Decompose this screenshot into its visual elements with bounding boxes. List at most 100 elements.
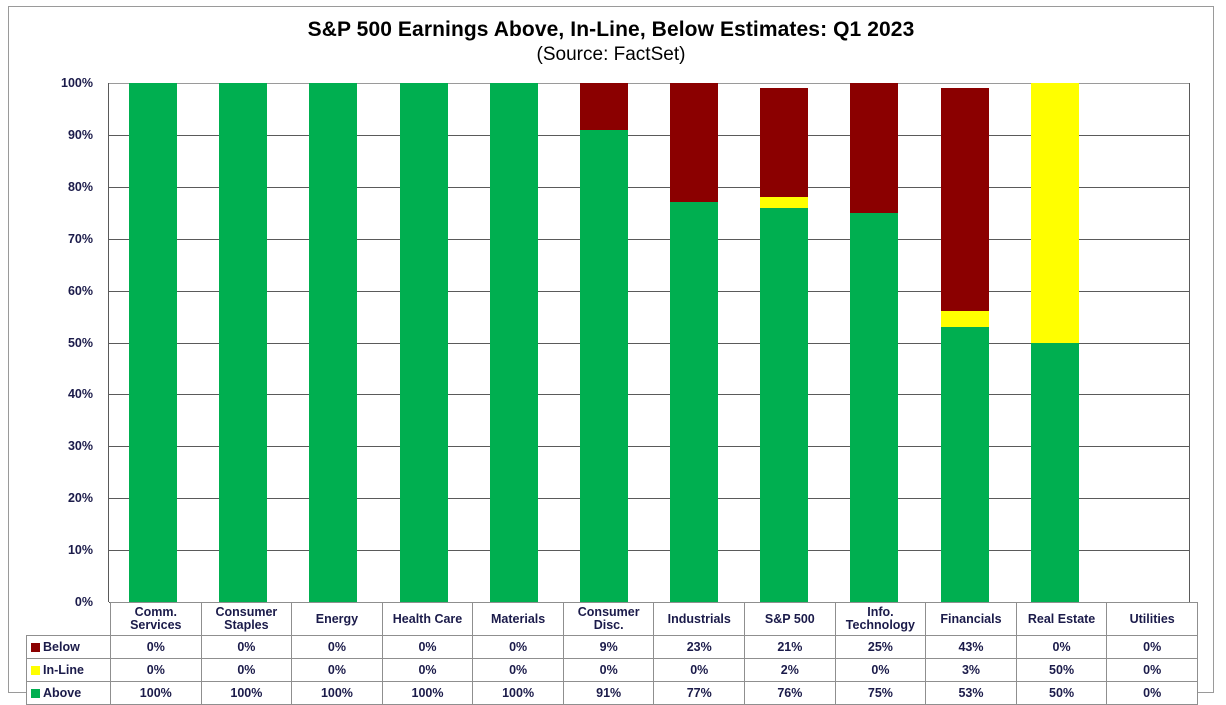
y-tick-label: 0%: [74, 595, 93, 609]
table-header-row: Comm. Services Consumer Staples Energy Health…: [27, 602, 1198, 636]
table-cell: 0%: [1106, 658, 1198, 682]
table-row: Above 100% 100% 100% 100% 100% 91% 77% 76% 75% 53%…: [26, 681, 1198, 705]
bar-segment-above: [579, 129, 628, 602]
bar-segment-below: [940, 88, 989, 312]
legend-label: In-Line: [43, 662, 84, 677]
table-column-header: Comm. Services: [110, 602, 202, 636]
legend-row-below: Below: [26, 635, 111, 659]
y-tick-label: 20%: [67, 491, 93, 506]
table-column-header: Materials: [472, 602, 564, 636]
bar-segment-above: [399, 83, 448, 602]
gridline-20%: [109, 498, 1189, 500]
table-column-header: Utilities: [1106, 602, 1198, 636]
table-column-header: Consumer Staples: [200, 602, 293, 636]
title-block: S&P 500 Earnings Above, In-Line, Below E…: [9, 17, 1213, 67]
bar-column: [219, 83, 268, 602]
bar-segment-above: [940, 326, 989, 602]
table-row: Below 0% 0% 0% 0% 0% 9% 23% 21% 25% 43% 0% 0%: [26, 635, 1198, 659]
table-row: In-Line 0% 0% 0% 0% 0% 0% 0% 2% 0% 3% 50% 0%: [26, 658, 1198, 682]
table-cell: 77%: [653, 681, 746, 705]
table-cell: 0%: [653, 658, 746, 682]
table-cell: 0%: [200, 658, 293, 682]
table-column-header: Health Care: [381, 602, 474, 636]
bar-stack: [309, 83, 358, 602]
y-tick-label: 10%: [67, 543, 93, 558]
bar-stack: [940, 88, 989, 602]
table-cell: 0%: [291, 658, 383, 682]
bar-segment-below: [670, 83, 719, 203]
table-cell: 100%: [472, 681, 564, 705]
y-tick-label: 80%: [67, 179, 93, 194]
table-cell: 100%: [200, 681, 293, 705]
table-cell: 21%: [744, 635, 836, 659]
bar-segment-above: [219, 83, 268, 602]
table-cell: 100%: [381, 681, 474, 705]
table-cell: 0%: [1015, 635, 1108, 659]
gridline-10%: [109, 550, 1189, 552]
table-cell: 53%: [925, 681, 1017, 705]
table-cell: 50%: [1015, 681, 1108, 705]
gridline-90%: [109, 134, 1189, 136]
table-cell: 0%: [381, 635, 474, 659]
bar-column: [1121, 83, 1169, 602]
chart-frame: S&P 500 Earnings Above, In-Line, Below E…: [8, 6, 1214, 705]
gridline-30%: [109, 446, 1189, 448]
gridline-100%: [109, 83, 1189, 84]
y-tick-label: 90%: [67, 127, 93, 142]
y-tick-label: 50%: [67, 335, 93, 350]
table-cell: 75%: [834, 681, 927, 705]
table-column-header: Industrials: [653, 602, 746, 636]
bar-segment-in-line: [1030, 83, 1079, 343]
bar-segment-above: [760, 207, 809, 602]
table-cell: 25%: [834, 635, 927, 659]
chart-subtitle: (Source: FactSet): [536, 44, 686, 65]
bar-stack: [399, 83, 448, 602]
table-cell: 23%: [653, 635, 746, 659]
legend-label: Below: [43, 639, 80, 654]
table-cell: 2%: [744, 658, 836, 682]
table-cell: 100%: [110, 681, 202, 705]
bar-segment-above: [129, 83, 178, 602]
bar-segment-above: [309, 83, 358, 602]
table-column-header: S&P 500: [744, 602, 836, 636]
data-table: Comm. Services Consumer Staples Energy Health…: [26, 602, 1198, 705]
table-cell: 9%: [562, 635, 655, 659]
table-cell: 0%: [291, 635, 383, 659]
bar-stack: [670, 83, 719, 602]
table-cell: 0%: [834, 658, 927, 682]
table-corner-cell: [27, 603, 111, 636]
y-tick-label: 30%: [67, 439, 93, 454]
legend-swatch-icon: [31, 665, 40, 675]
table-cell: 43%: [925, 635, 1017, 659]
bar-segment-above: [850, 212, 899, 602]
gridline-40%: [109, 394, 1189, 396]
table-cell: 0%: [562, 658, 655, 682]
y-axis-tick-labels: 0% 10% 20% 30% 40% 50% 60% 70% 80% 90% 100%: [9, 77, 101, 609]
bar-stack: [129, 83, 178, 602]
bar-column: [399, 83, 448, 602]
bar-stack: [219, 83, 268, 602]
table-cell: 0%: [110, 658, 202, 682]
bars-layer: [108, 83, 1190, 602]
bar-column: [489, 83, 538, 602]
bar-column: [760, 83, 809, 602]
legend-row-in-line: In-Line: [26, 658, 111, 682]
table-cell: 3%: [925, 658, 1017, 682]
table-column-header: Financials: [925, 602, 1017, 636]
table-cell: 0%: [472, 658, 564, 682]
bar-segment-below: [850, 83, 899, 213]
bar-stack: [489, 83, 538, 602]
table-cell: 76%: [744, 681, 836, 705]
data-table-header: Comm. Services Consumer Staples Energy Health…: [27, 602, 1198, 636]
table-column-header: Energy: [291, 602, 383, 636]
gridline-50%: [109, 342, 1189, 344]
bar-segment-below: [760, 88, 809, 198]
legend-label: Above: [43, 685, 82, 700]
table-cell: 50%: [1015, 658, 1108, 682]
bar-stack: [850, 83, 899, 602]
bar-column: [129, 83, 178, 602]
bar-column: [940, 83, 989, 602]
bar-segment-in-line: [760, 197, 809, 208]
chart-title: S&P 500 Earnings Above, In-Line, Below E…: [307, 18, 915, 41]
y-tick-label: 70%: [67, 231, 93, 246]
